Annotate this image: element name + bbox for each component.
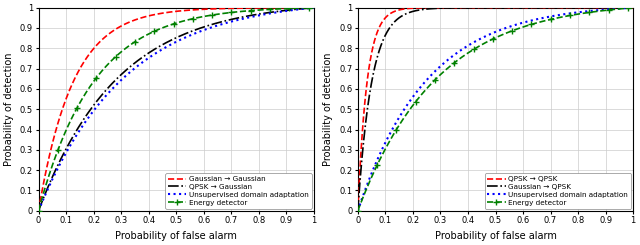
- Line: Gaussian → Gaussian: Gaussian → Gaussian: [38, 8, 314, 211]
- Legend: QPSK → QPSK, Gaussian → QPSK, Unsupervised domain adaptation, Energy detector: QPSK → QPSK, Gaussian → QPSK, Unsupervis…: [484, 173, 631, 208]
- QPSK → Gaussian: [254, 13, 262, 16]
- Unsupervised domain adaptation: [63, 150, 70, 153]
- Unsupervised domain adaptation: [465, 43, 473, 46]
- Energy detector: [543, 19, 551, 22]
- Y-axis label: Probability of detection: Probability of detection: [323, 52, 333, 166]
- Gaussian → QPSK: [629, 6, 637, 9]
- Energy detector: [156, 27, 164, 30]
- Gaussian → QPSK: [354, 209, 362, 212]
- QPSK → QPSK: [573, 6, 581, 9]
- QPSK → Gaussian: [224, 19, 232, 22]
- Unsupervised domain adaptation: [476, 38, 483, 41]
- Energy detector: [224, 12, 232, 14]
- Line: QPSK → Gaussian: QPSK → Gaussian: [38, 8, 314, 211]
- Unsupervised domain adaptation: [254, 14, 262, 17]
- Unsupervised domain adaptation: [382, 140, 390, 143]
- Legend: Gaussian → Gaussian, QPSK → Gaussian, Unsupervised domain adaptation, Energy det: Gaussian → Gaussian, QPSK → Gaussian, Un…: [165, 173, 312, 208]
- Gaussian → QPSK: [465, 6, 473, 9]
- Unsupervised domain adaptation: [354, 209, 362, 212]
- Energy detector: [146, 32, 154, 35]
- Unsupervised domain adaptation: [573, 11, 581, 14]
- QPSK → QPSK: [476, 6, 483, 9]
- Unsupervised domain adaptation: [250, 15, 257, 18]
- QPSK → Gaussian: [63, 146, 70, 149]
- Y-axis label: Probability of detection: Probability of detection: [4, 52, 14, 166]
- Line: Energy detector: Energy detector: [36, 5, 317, 213]
- QPSK → Gaussian: [156, 45, 164, 48]
- Unsupervised domain adaptation: [310, 6, 317, 9]
- Unsupervised domain adaptation: [569, 12, 577, 14]
- QPSK → QPSK: [629, 6, 637, 9]
- Energy detector: [354, 209, 362, 212]
- Unsupervised domain adaptation: [543, 16, 551, 19]
- Line: Unsupervised domain adaptation: Unsupervised domain adaptation: [38, 8, 314, 211]
- X-axis label: Probability of false alarm: Probability of false alarm: [435, 231, 556, 241]
- QPSK → QPSK: [465, 6, 473, 9]
- Gaussian → QPSK: [543, 6, 551, 9]
- Gaussian → QPSK: [569, 6, 577, 9]
- Energy detector: [35, 209, 42, 212]
- Gaussian → Gaussian: [35, 209, 42, 212]
- Energy detector: [254, 9, 262, 12]
- Energy detector: [476, 45, 483, 48]
- Energy detector: [573, 13, 581, 16]
- Gaussian → QPSK: [476, 6, 483, 9]
- Energy detector: [465, 51, 473, 54]
- QPSK → Gaussian: [250, 13, 257, 16]
- Energy detector: [382, 146, 390, 149]
- Gaussian → Gaussian: [224, 7, 232, 10]
- Gaussian → Gaussian: [156, 12, 164, 15]
- Line: Gaussian → QPSK: Gaussian → QPSK: [358, 8, 633, 211]
- Unsupervised domain adaptation: [146, 56, 154, 59]
- QPSK → Gaussian: [310, 6, 317, 9]
- Energy detector: [629, 6, 637, 9]
- Gaussian → Gaussian: [310, 6, 317, 9]
- Gaussian → Gaussian: [146, 14, 154, 17]
- Energy detector: [250, 9, 257, 12]
- Line: Unsupervised domain adaptation: Unsupervised domain adaptation: [358, 8, 633, 211]
- Energy detector: [569, 13, 577, 16]
- QPSK → QPSK: [543, 6, 551, 9]
- QPSK → QPSK: [382, 16, 390, 19]
- Energy detector: [310, 6, 317, 9]
- Unsupervised domain adaptation: [629, 6, 637, 9]
- Gaussian → Gaussian: [63, 96, 70, 99]
- Energy detector: [63, 127, 70, 130]
- QPSK → QPSK: [354, 209, 362, 212]
- Unsupervised domain adaptation: [156, 49, 164, 52]
- QPSK → Gaussian: [35, 209, 42, 212]
- QPSK → QPSK: [569, 6, 577, 9]
- Unsupervised domain adaptation: [224, 21, 232, 24]
- Gaussian → Gaussian: [254, 6, 262, 9]
- X-axis label: Probability of false alarm: Probability of false alarm: [115, 231, 237, 241]
- Line: QPSK → QPSK: QPSK → QPSK: [358, 8, 633, 211]
- Gaussian → QPSK: [573, 6, 581, 9]
- Gaussian → QPSK: [382, 33, 390, 36]
- Unsupervised domain adaptation: [35, 209, 42, 212]
- QPSK → Gaussian: [146, 51, 154, 54]
- Gaussian → Gaussian: [250, 7, 257, 10]
- Line: Energy detector: Energy detector: [355, 5, 636, 213]
